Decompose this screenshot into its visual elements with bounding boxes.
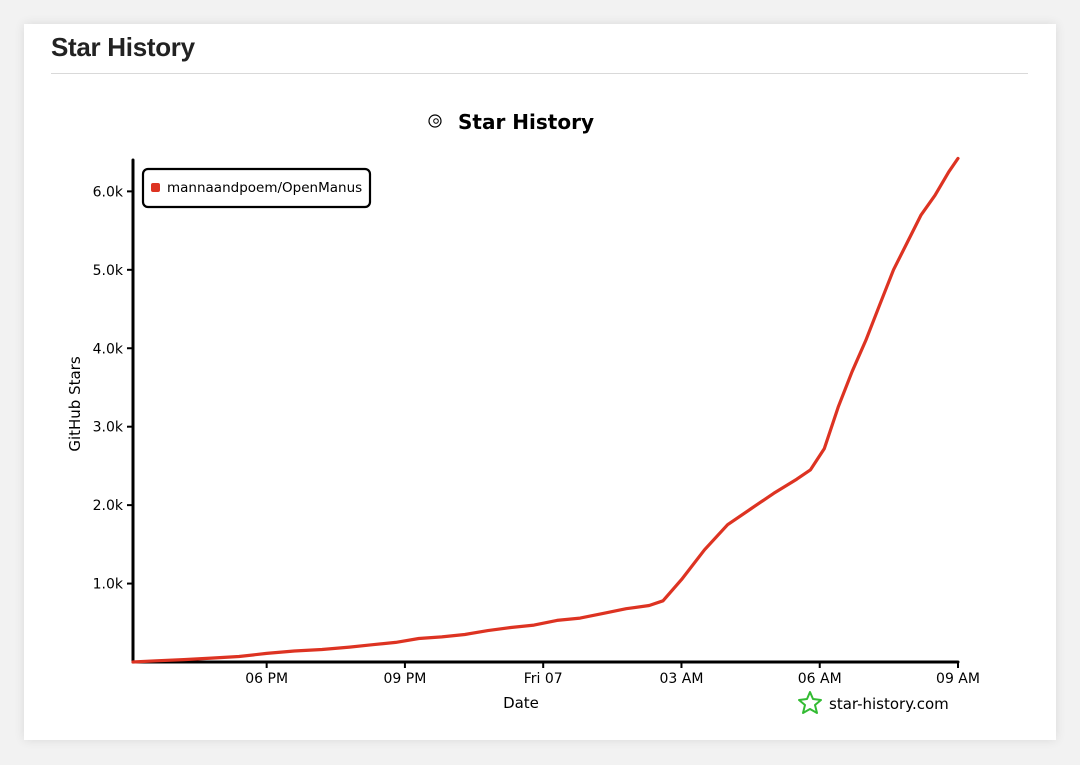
x-tick-label: 09 AM (936, 671, 980, 687)
y-tick-label: 2.0k (93, 498, 124, 514)
x-tick-label: 03 AM (660, 671, 704, 687)
x-tick-label: 09 PM (384, 671, 427, 687)
y-tick-label: 4.0k (93, 341, 124, 357)
star-icon (798, 691, 822, 714)
legend: mannaandpoem/OpenManus (141, 167, 372, 209)
series-line (131, 156, 960, 664)
legend-swatch (151, 183, 160, 192)
watermark-text: star-history.com (829, 695, 949, 713)
x-tick-label: 06 PM (245, 671, 288, 687)
chart-title: Star History (458, 110, 594, 134)
x-tick-label: Fri 07 (524, 671, 563, 687)
y-axis-label: GitHub Stars (66, 356, 84, 452)
chart-title-group: Star History (428, 110, 594, 134)
y-axis-ticks: 1.0k 2.0k 3.0k 4.0k 5.0k 6.0k (93, 184, 133, 593)
legend-label: mannaandpoem/OpenManus (167, 180, 362, 196)
chart-card: Star History (24, 24, 1056, 740)
y-tick-label: 6.0k (93, 184, 124, 200)
x-tick-label: 06 AM (798, 671, 842, 687)
y-tick-label: 1.0k (93, 577, 124, 593)
y-tick-label: 3.0k (93, 420, 124, 436)
x-axis-label: Date (503, 694, 539, 712)
watermark: star-history.com (798, 691, 949, 714)
legend-box (141, 167, 372, 209)
y-tick-label: 5.0k (93, 263, 124, 279)
x-axis-ticks: 06 PM 09 PM Fri 07 03 AM 06 AM 09 AM (245, 662, 980, 687)
divider (51, 73, 1028, 74)
card-title: Star History (51, 32, 195, 62)
chart-logo-icon (428, 114, 442, 128)
